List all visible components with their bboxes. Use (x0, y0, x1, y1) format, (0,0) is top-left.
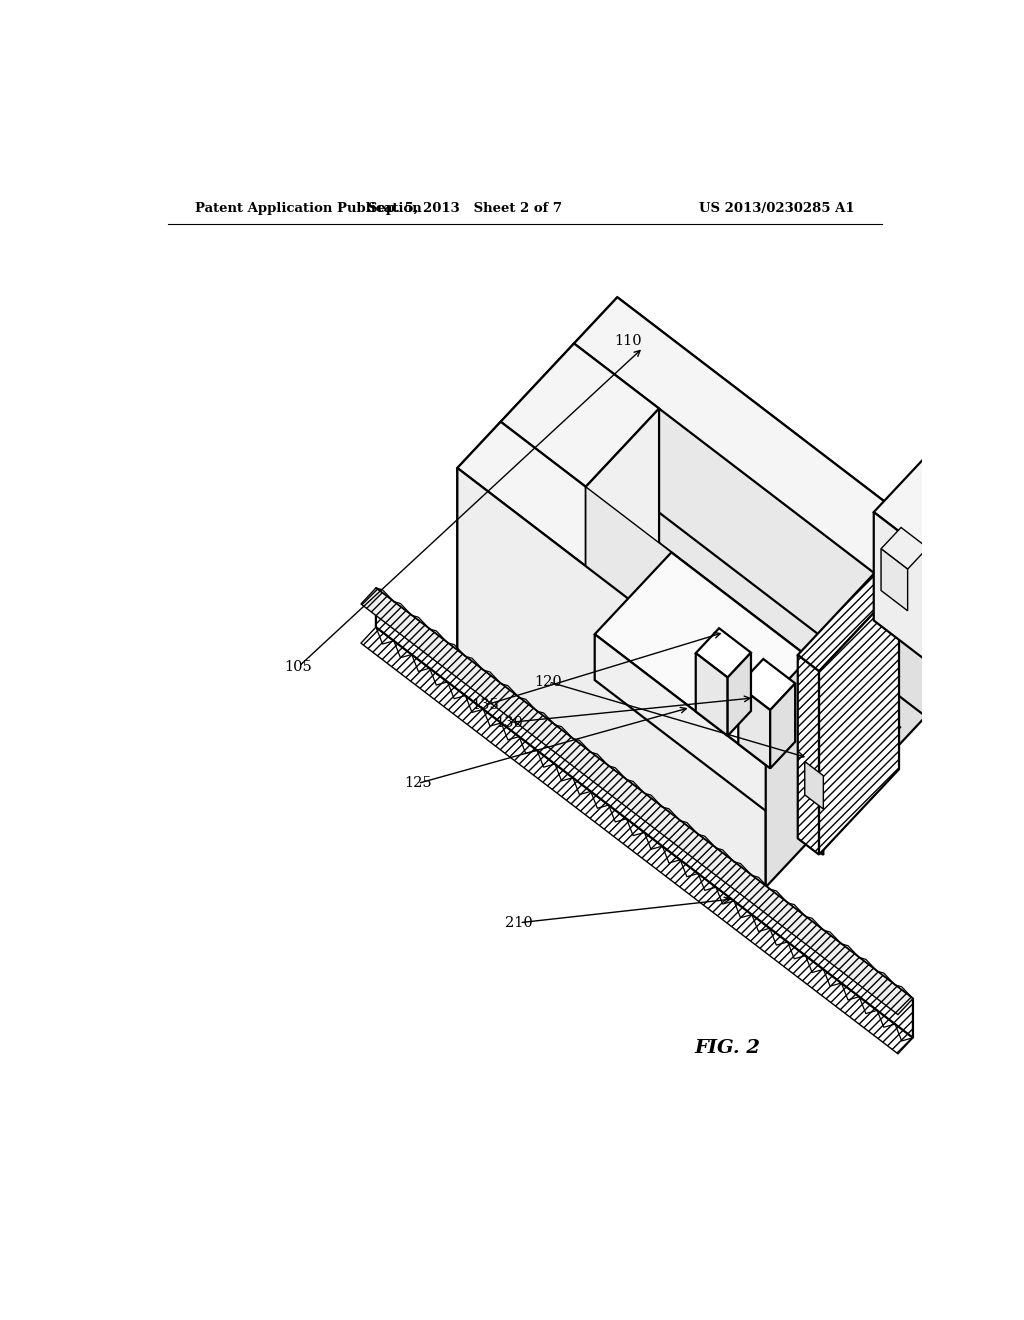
Text: 135: 135 (471, 698, 499, 713)
Polygon shape (926, 533, 1024, 684)
Polygon shape (360, 587, 913, 1015)
Text: 210: 210 (506, 916, 534, 929)
Polygon shape (458, 422, 809, 704)
Text: FIG. 2: FIG. 2 (694, 1039, 760, 1057)
Polygon shape (376, 587, 913, 1038)
Polygon shape (738, 659, 796, 710)
Polygon shape (926, 599, 1024, 748)
Polygon shape (458, 469, 766, 887)
Polygon shape (728, 652, 751, 735)
Polygon shape (574, 297, 926, 579)
Polygon shape (883, 533, 926, 763)
Text: 110: 110 (614, 334, 642, 348)
Polygon shape (360, 627, 913, 1053)
Text: Sep. 5, 2013   Sheet 2 of 7: Sep. 5, 2013 Sheet 2 of 7 (369, 202, 562, 215)
Polygon shape (873, 512, 1024, 738)
Text: Patent Application Publication: Patent Application Publication (196, 202, 422, 215)
Text: 130: 130 (495, 715, 523, 730)
Polygon shape (586, 408, 659, 671)
Polygon shape (586, 487, 809, 841)
Polygon shape (926, 512, 1024, 661)
Polygon shape (595, 552, 900, 809)
Polygon shape (695, 653, 728, 735)
Polygon shape (695, 628, 751, 677)
Polygon shape (770, 684, 796, 768)
Polygon shape (501, 343, 659, 487)
Text: US 2013/0230285 A1: US 2013/0230285 A1 (698, 202, 854, 215)
Text: 105: 105 (285, 660, 312, 673)
Text: 125: 125 (403, 776, 431, 791)
Polygon shape (805, 762, 823, 809)
Polygon shape (881, 549, 907, 611)
Text: 120: 120 (535, 675, 562, 689)
Polygon shape (926, 577, 1024, 726)
Polygon shape (926, 556, 1024, 705)
Polygon shape (819, 586, 899, 854)
Polygon shape (881, 528, 928, 569)
Polygon shape (798, 655, 819, 854)
Polygon shape (766, 657, 809, 887)
Polygon shape (659, 408, 883, 763)
Polygon shape (798, 570, 899, 672)
Polygon shape (595, 634, 823, 855)
Polygon shape (873, 451, 1024, 630)
Polygon shape (586, 591, 883, 841)
Polygon shape (738, 685, 770, 768)
Polygon shape (458, 297, 617, 651)
Polygon shape (617, 297, 926, 717)
